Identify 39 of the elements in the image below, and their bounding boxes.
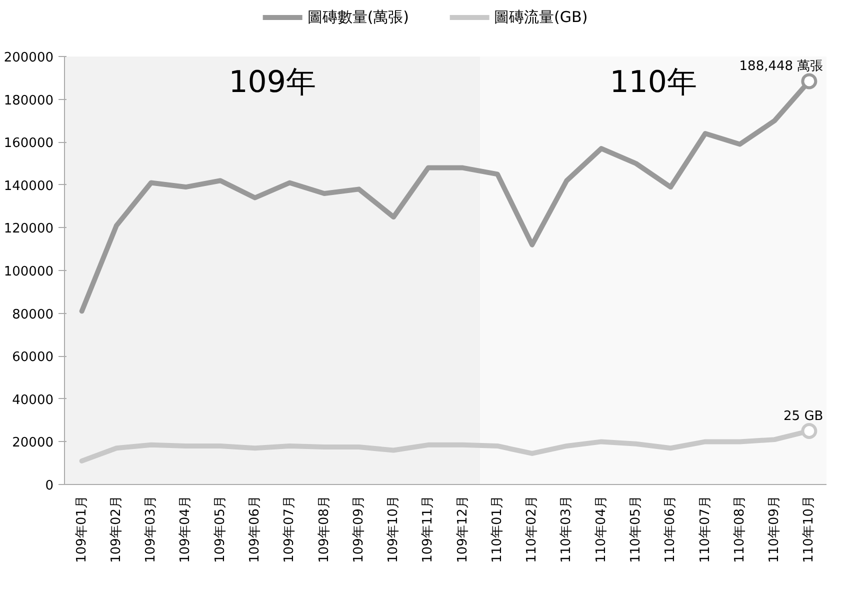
x-tick-label: 110年03月 bbox=[559, 495, 574, 563]
y-tick-label: 0 bbox=[45, 478, 54, 494]
x-tick-label: 110年06月 bbox=[663, 495, 678, 563]
annotation: 188,448 萬張 bbox=[739, 59, 824, 74]
y-tick-label: 140000 bbox=[4, 178, 54, 194]
x-tick-label: 110年10月 bbox=[802, 495, 817, 563]
legend-label: 圖磚數量(萬張) bbox=[307, 8, 410, 26]
x-tick-label: 109年03月 bbox=[144, 495, 159, 563]
x-tick-label: 109年11月 bbox=[420, 495, 436, 563]
band-label: 110年 bbox=[610, 65, 697, 100]
x-tick-label: 109年12月 bbox=[455, 495, 470, 563]
x-tick-label: 110年08月 bbox=[732, 495, 748, 563]
x-tick-label: 110年02月 bbox=[524, 495, 540, 563]
x-tick-label: 110年05月 bbox=[628, 495, 644, 563]
x-tick-label: 109年07月 bbox=[282, 495, 298, 563]
x-tick-label: 110年04月 bbox=[594, 495, 609, 563]
x-tick-label: 110年07月 bbox=[698, 495, 713, 563]
y-tick-label: 100000 bbox=[4, 264, 54, 280]
x-tick-label: 109年04月 bbox=[178, 495, 194, 563]
x-tick-label: 109年05月 bbox=[212, 495, 228, 563]
y-tick-label: 80000 bbox=[12, 307, 54, 322]
annotation: 25 GB bbox=[784, 409, 824, 424]
y-tick-label: 20000 bbox=[12, 436, 54, 451]
x-tick-label: 109年01月 bbox=[74, 495, 90, 563]
x-tick-label: 110年01月 bbox=[490, 495, 505, 563]
x-tick-label: 109年10月 bbox=[386, 495, 402, 563]
y-tick-label: 160000 bbox=[4, 136, 54, 152]
x-tick-label: 109年02月 bbox=[108, 495, 124, 563]
band-label: 109年 bbox=[228, 65, 316, 100]
x-tick-label: 110年09月 bbox=[767, 495, 782, 563]
y-tick-label: 60000 bbox=[12, 350, 54, 366]
x-tick-label: 109年08月 bbox=[316, 495, 332, 563]
y-tick-label: 120000 bbox=[4, 222, 54, 237]
y-tick-label: 180000 bbox=[4, 93, 54, 108]
y-tick-label: 200000 bbox=[4, 50, 54, 66]
legend-label: 圖磚流量(GB) bbox=[494, 8, 588, 26]
x-tick-label: 109年09月 bbox=[351, 495, 366, 563]
y-tick-label: 40000 bbox=[12, 392, 54, 408]
x-tick-label: 109年06月 bbox=[248, 495, 262, 563]
